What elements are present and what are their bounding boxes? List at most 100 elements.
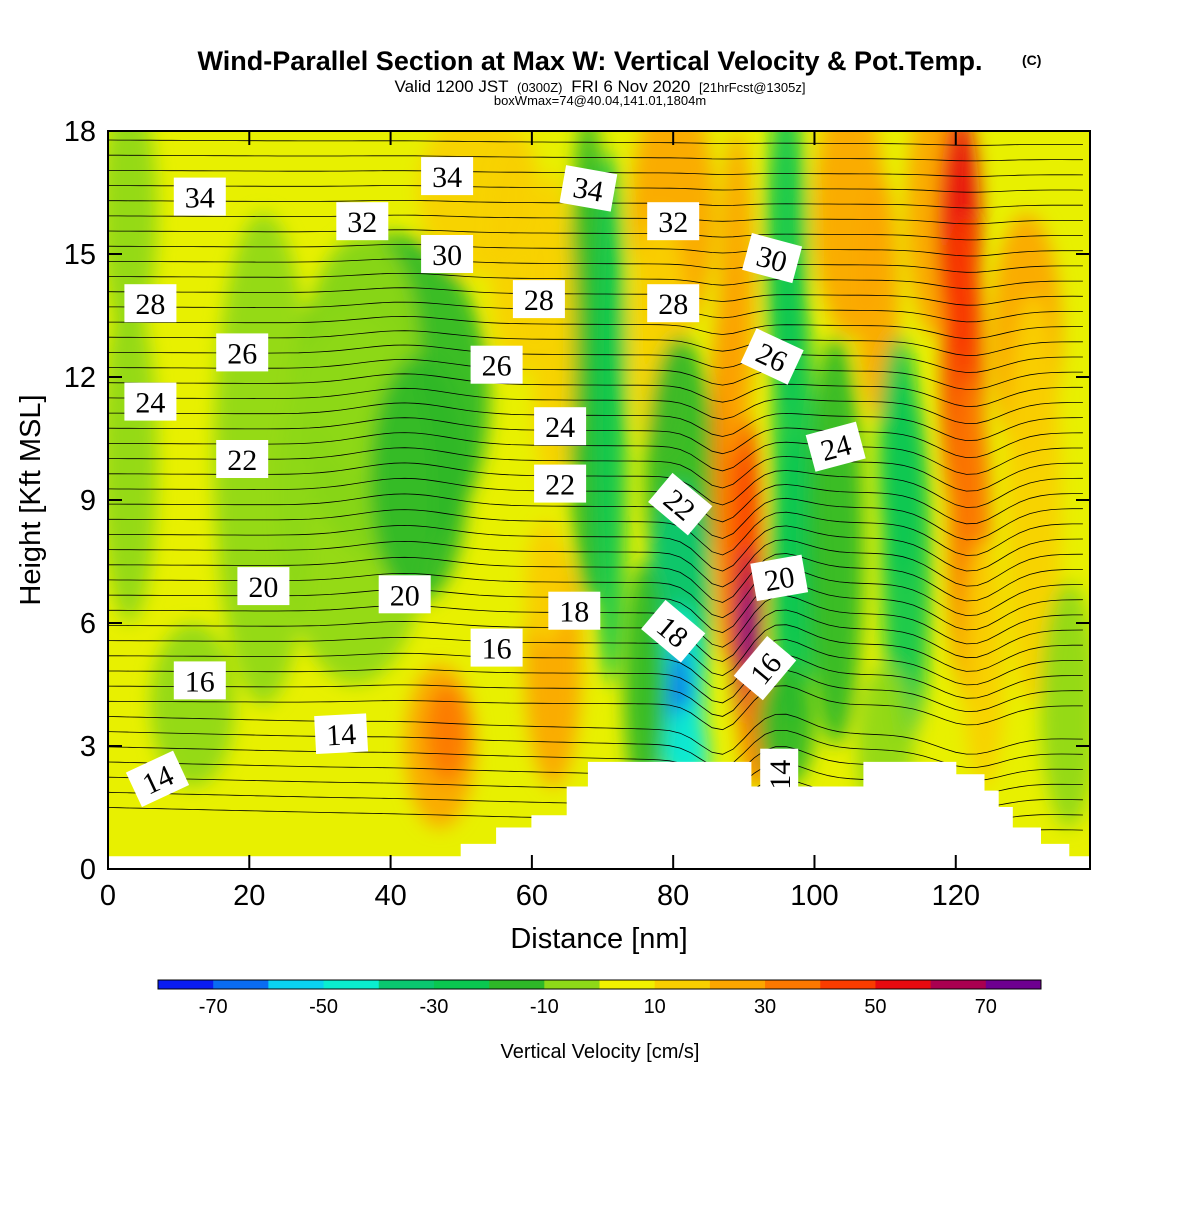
- contour-label-box: [124, 284, 177, 323]
- contour-label-box: [559, 165, 618, 212]
- contour-label-box: [750, 554, 809, 602]
- velocity-cell: [878, 336, 921, 582]
- y-tick-label: 12: [64, 362, 96, 394]
- contour-label-box: [125, 750, 190, 808]
- contour-label-text: 22: [227, 444, 257, 477]
- theta-contour-line: [108, 344, 1083, 373]
- colorbar-tick-label: -70: [199, 996, 228, 1018]
- contour-label-box: [124, 382, 177, 421]
- contour-label-box: [216, 440, 269, 478]
- theta-contour-line: [108, 624, 1083, 677]
- theta-contour-line: [108, 301, 1083, 323]
- y-tick-label: 18: [64, 116, 96, 148]
- theta-contour-label: 18: [548, 591, 601, 630]
- theta-contour-label: 16: [173, 661, 226, 700]
- theta-contour-label: 30: [742, 233, 803, 284]
- velocity-cell: [1040, 582, 1090, 828]
- theta-contour-label: 34: [559, 165, 618, 212]
- contour-label-text: 20: [762, 561, 797, 599]
- contour-label-text: 24: [545, 411, 575, 444]
- subtitle-valid: Valid 1200 JST: [395, 77, 509, 96]
- velocity-cell: [591, 151, 628, 685]
- contour-label-box: [470, 345, 523, 384]
- axis-ticks: 0 20 40 60 80 100 120 0 3 6 9 12 15 18: [64, 116, 1090, 912]
- theta-contour-line: [108, 358, 1083, 390]
- theta-contour-label: 24: [805, 421, 866, 472]
- colorbar-label: Vertical Velocity [cm/s]: [501, 1041, 700, 1063]
- theta-contour-line: [108, 654, 1083, 704]
- x-tick-label: 20: [233, 880, 265, 912]
- contour-label-box: [534, 464, 587, 503]
- theta-contour-label: 16: [470, 628, 523, 667]
- contour-label-box: [173, 661, 226, 700]
- colorbar-swatch: [489, 980, 545, 989]
- colorbar-tick-label: 10: [644, 996, 666, 1018]
- theta-contour-label: 26: [470, 345, 523, 384]
- theta-contour-label: 34: [421, 157, 474, 196]
- contour-label-box: [512, 280, 565, 319]
- colorbar-tick-label: 50: [864, 996, 886, 1018]
- y-tick-label: 3: [80, 731, 96, 763]
- theta-contour-line: [108, 432, 1083, 475]
- contour-label-text: 16: [185, 665, 215, 698]
- theta-contour-line: [108, 273, 1083, 290]
- theta-contour-line: [108, 477, 1083, 525]
- contour-label-box: [733, 635, 797, 701]
- contour-label-text: 16: [482, 633, 512, 666]
- contour-label-text: 26: [482, 350, 512, 383]
- x-axis-label: Distance [nm]: [510, 923, 687, 955]
- theta-contour-label: 24: [534, 407, 587, 446]
- theta-contour-line: [108, 509, 1083, 556]
- box-info: boxWmax=74@40.04,141.01,1804m: [494, 93, 706, 108]
- contour-label-text: 24: [135, 387, 165, 420]
- contour-label-box: [237, 567, 290, 606]
- colorbar-tick-label: 70: [975, 996, 997, 1018]
- subtitle-forecast: [21hrFcst@1305z]: [699, 80, 805, 95]
- contour-label-text: 28: [135, 288, 165, 321]
- colorbar-tick-label: -30: [419, 996, 448, 1018]
- theta-contour-label: 20: [378, 575, 431, 614]
- theta-contour-line: [108, 258, 1083, 273]
- contour-label-box: [548, 591, 601, 630]
- theta-contour-line: [108, 639, 1083, 690]
- velocity-cell: [962, 541, 1006, 787]
- x-tick-label: 0: [100, 880, 116, 912]
- contour-label-text: 34: [432, 161, 462, 194]
- theta-contour-line: [108, 214, 1083, 225]
- colorbar-swatch: [654, 980, 711, 989]
- theta-contour-label: 28: [512, 280, 565, 319]
- theta-contour-line: [108, 669, 1083, 717]
- theta-contour-label: 14: [760, 748, 799, 801]
- colorbar-swatch: [765, 980, 821, 989]
- colorbar-swatch: [323, 980, 380, 989]
- contour-label-box: [421, 235, 474, 273]
- colorbar-tick-label: 30: [754, 996, 776, 1018]
- colorbar-swatch: [875, 980, 932, 989]
- theta-contour-label: 26: [740, 328, 804, 385]
- contour-label-box: [805, 421, 866, 472]
- contour-label-box: [314, 713, 369, 755]
- x-tick-label: 120: [932, 880, 980, 912]
- contour-label-box: [647, 202, 700, 241]
- theta-contour-line: [108, 330, 1083, 356]
- colorbar: -70 -50 -30 -10 10 30 50 70: [157, 979, 1042, 1018]
- theta-contour-line: [108, 154, 1083, 162]
- colorbar-tick-label: -10: [530, 996, 559, 1018]
- contour-label-text: 20: [390, 579, 420, 612]
- contour-label-text: 14: [764, 760, 797, 790]
- contour-label-text: 22: [545, 469, 575, 502]
- theta-contour-line: [108, 730, 1083, 768]
- theta-contour-line: [108, 713, 1083, 755]
- velocity-cell: [719, 131, 755, 459]
- x-tick-label: 60: [516, 880, 548, 912]
- contour-label-text: 18: [559, 596, 589, 629]
- velocity-cell: [741, 586, 756, 669]
- theta-contour-line: [108, 539, 1083, 588]
- theta-contour-label: 22: [534, 464, 587, 503]
- chart-subtitle: Valid 1200 JST (0300Z) FRI 6 Nov 2020 [2…: [395, 77, 806, 96]
- theta-contour-label: 22: [216, 440, 269, 478]
- contour-label-box: [378, 575, 431, 614]
- velocity-cell: [425, 684, 469, 783]
- contour-label-text: 32: [347, 206, 377, 239]
